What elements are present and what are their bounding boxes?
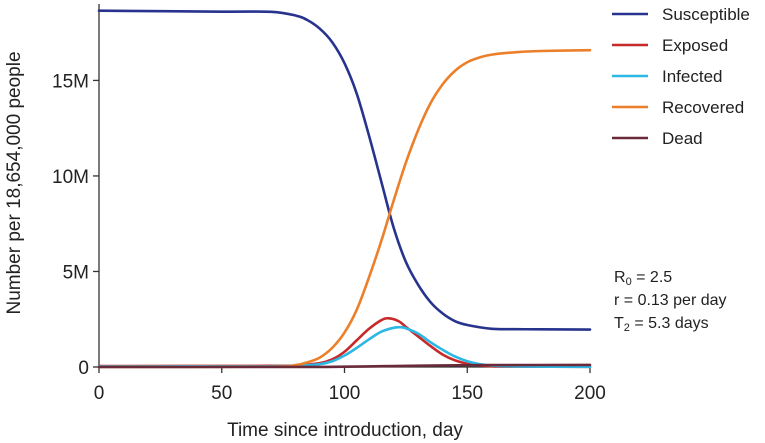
legend: Susceptible Exposed Infected Recovered Dead: [612, 5, 750, 148]
x-tick-label: 200: [574, 383, 606, 404]
legend-label: Exposed: [662, 36, 728, 55]
x-tick-label: 100: [329, 383, 361, 404]
legend-item-susceptible: Susceptible: [612, 5, 750, 24]
parameter-annotation: R0 = 2.5: [614, 269, 672, 288]
axes: 0 50 100 150 200 0 5M 10M 15M: [52, 4, 606, 404]
y-tick-label: 0: [78, 358, 89, 379]
series-line-dead: [97, 363, 592, 369]
series-line-susceptible: [97, 9, 592, 331]
series-line-recovered: [97, 48, 592, 369]
legend-label: Recovered: [662, 98, 744, 117]
y-tick-label: 15M: [52, 71, 89, 92]
parameter-annotation: r = 0.13 per day: [614, 292, 727, 309]
y-axis-title: Number per 18,654,000 people: [4, 51, 25, 314]
legend-item-exposed: Exposed: [612, 36, 728, 55]
legend-label: Infected: [662, 67, 723, 86]
legend-label: Susceptible: [662, 5, 750, 24]
parameter-annotations: R0 = 2.5 r = 0.13 per day T2 = 5.3 days: [614, 269, 727, 334]
x-tick-label: 50: [211, 383, 232, 404]
legend-item-recovered: Recovered: [612, 98, 744, 117]
y-tick-label: 10M: [52, 167, 89, 188]
x-tick-label: 0: [94, 383, 105, 404]
series-line-infected: [97, 325, 592, 369]
series-lines: [97, 9, 592, 369]
legend-item-dead: Dead: [612, 129, 703, 148]
series-line-exposed: [97, 316, 592, 369]
legend-item-infected: Infected: [612, 67, 723, 86]
x-axis-title: Time since introduction, day: [227, 420, 463, 441]
y-tick-label: 5M: [63, 262, 89, 283]
legend-label: Dead: [662, 129, 703, 148]
x-tick-label: 150: [451, 383, 483, 404]
parameter-annotation: T2 = 5.3 days: [614, 315, 709, 334]
